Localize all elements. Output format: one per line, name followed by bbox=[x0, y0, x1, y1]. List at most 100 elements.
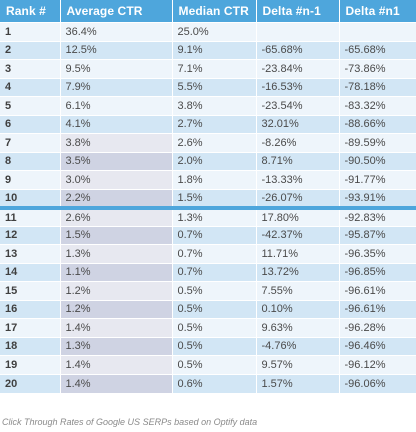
delta-n-minus-1-cell: -23.54% bbox=[256, 96, 340, 115]
rank-cell: 3 bbox=[0, 59, 61, 78]
delta-n1-cell: -92.83% bbox=[339, 205, 416, 226]
average-ctr-cell: 1.3% bbox=[60, 336, 173, 356]
rank-cell: 14 bbox=[0, 262, 61, 282]
median-ctr-cell: 0.7% bbox=[172, 225, 257, 245]
average-ctr-cell: 7.9% bbox=[60, 77, 173, 97]
table-row: 20 1.4% 0.6% 1.57% -96.06% bbox=[0, 373, 416, 393]
rank-cell: 18 bbox=[0, 336, 61, 356]
table-row: 15 1.2% 0.5% 7.55% -96.61% bbox=[0, 281, 416, 300]
table-row: 19 1.4% 0.5% 9.57% -96.12% bbox=[0, 355, 416, 374]
delta-n-minus-1-cell: -8.26% bbox=[256, 133, 340, 152]
header-rank: Rank # bbox=[0, 0, 61, 23]
delta-n1-cell: -88.66% bbox=[339, 114, 416, 134]
median-ctr-cell: 1.3% bbox=[172, 205, 257, 226]
median-ctr-cell: 1.5% bbox=[172, 188, 257, 208]
median-ctr-cell: 5.5% bbox=[172, 77, 257, 97]
delta-n1-cell: -78.18% bbox=[339, 77, 416, 97]
table-row: 14 1.1% 0.7% 13.72% -96.85% bbox=[0, 262, 416, 282]
ctr-table: Rank # Average CTR Median CTR Delta #n-1… bbox=[0, 0, 416, 393]
average-ctr-cell: 1.2% bbox=[60, 281, 173, 300]
average-ctr-cell: 1.1% bbox=[60, 262, 173, 282]
delta-n-minus-1-cell: -4.76% bbox=[256, 336, 340, 356]
delta-n1-cell: -91.77% bbox=[339, 170, 416, 189]
table-row: 6 4.1% 2.7% 32.01% -88.66% bbox=[0, 114, 416, 134]
delta-n1-cell: -96.46% bbox=[339, 336, 416, 356]
median-ctr-cell: 0.5% bbox=[172, 281, 257, 300]
table-row: 2 12.5% 9.1% -65.68% -65.68% bbox=[0, 40, 416, 60]
delta-n1-cell: -96.85% bbox=[339, 262, 416, 282]
table-row: 1 36.4% 25.0% bbox=[0, 22, 416, 41]
median-ctr-cell: 7.1% bbox=[172, 59, 257, 78]
median-ctr-cell: 3.8% bbox=[172, 96, 257, 115]
rank-cell: 7 bbox=[0, 133, 61, 152]
table-row: 17 1.4% 0.5% 9.63% -96.28% bbox=[0, 318, 416, 337]
average-ctr-cell: 3.0% bbox=[60, 170, 173, 189]
average-ctr-cell: 1.5% bbox=[60, 225, 173, 245]
rank-cell: 4 bbox=[0, 77, 61, 97]
delta-n1-cell: -96.06% bbox=[339, 373, 416, 393]
table-row: 9 3.0% 1.8% -13.33% -91.77% bbox=[0, 170, 416, 189]
average-ctr-cell: 3.5% bbox=[60, 151, 173, 171]
rank-cell: 1 bbox=[0, 22, 61, 41]
average-ctr-cell: 1.2% bbox=[60, 299, 173, 319]
average-ctr-cell: 1.4% bbox=[60, 355, 173, 374]
median-ctr-cell: 25.0% bbox=[172, 22, 257, 41]
header-delta-n-minus-1: Delta #n-1 bbox=[256, 0, 340, 23]
delta-n1-cell: -96.35% bbox=[339, 244, 416, 263]
delta-n1-cell: -96.28% bbox=[339, 318, 416, 337]
delta-n-minus-1-cell: 8.71% bbox=[256, 151, 340, 171]
delta-n-minus-1-cell: -16.53% bbox=[256, 77, 340, 97]
rank-cell: 13 bbox=[0, 244, 61, 263]
median-ctr-cell: 2.7% bbox=[172, 114, 257, 134]
rank-cell: 17 bbox=[0, 318, 61, 337]
average-ctr-cell: 4.1% bbox=[60, 114, 173, 134]
header-delta-n1: Delta #n1 bbox=[339, 0, 416, 23]
table-caption: Click Through Rates of Google US SERPs b… bbox=[2, 417, 258, 427]
delta-n1-cell: -65.68% bbox=[339, 40, 416, 60]
delta-n1-cell: -73.86% bbox=[339, 59, 416, 78]
delta-n-minus-1-cell: -65.68% bbox=[256, 40, 340, 60]
table-row: 5 6.1% 3.8% -23.54% -83.32% bbox=[0, 96, 416, 115]
rank-cell: 11 bbox=[0, 205, 61, 226]
rank-cell: 2 bbox=[0, 40, 61, 60]
average-ctr-cell: 9.5% bbox=[60, 59, 173, 78]
median-ctr-cell: 0.5% bbox=[172, 355, 257, 374]
rank-cell: 15 bbox=[0, 281, 61, 300]
delta-n-minus-1-cell: 9.63% bbox=[256, 318, 340, 337]
delta-n-minus-1-cell: 0.10% bbox=[256, 299, 340, 319]
delta-n-minus-1-cell: 7.55% bbox=[256, 281, 340, 300]
delta-n1-cell: -96.61% bbox=[339, 299, 416, 319]
table-row: 10 2.2% 1.5% -26.07% -93.91% bbox=[0, 188, 416, 208]
delta-n-minus-1-cell: 32.01% bbox=[256, 114, 340, 134]
average-ctr-cell: 2.2% bbox=[60, 188, 173, 208]
delta-n-minus-1-cell: 13.72% bbox=[256, 262, 340, 282]
delta-n-minus-1-cell: 11.71% bbox=[256, 244, 340, 263]
table-row: 4 7.9% 5.5% -16.53% -78.18% bbox=[0, 77, 416, 97]
header-median-ctr: Median CTR bbox=[172, 0, 257, 23]
rank-cell: 8 bbox=[0, 151, 61, 171]
rank-cell: 10 bbox=[0, 188, 61, 208]
delta-n1-cell: -96.61% bbox=[339, 281, 416, 300]
delta-n-minus-1-cell: -13.33% bbox=[256, 170, 340, 189]
delta-n-minus-1-cell bbox=[256, 22, 340, 41]
rank-cell: 16 bbox=[0, 299, 61, 319]
table-row: 8 3.5% 2.0% 8.71% -90.50% bbox=[0, 151, 416, 171]
delta-n1-cell: -89.59% bbox=[339, 133, 416, 152]
delta-n-minus-1-cell: -23.84% bbox=[256, 59, 340, 78]
rank-cell: 20 bbox=[0, 373, 61, 393]
median-ctr-cell: 0.7% bbox=[172, 262, 257, 282]
rank-cell: 6 bbox=[0, 114, 61, 134]
table-header-row: Rank # Average CTR Median CTR Delta #n-1… bbox=[0, 0, 416, 23]
delta-n-minus-1-cell: 1.57% bbox=[256, 373, 340, 393]
table-row: 16 1.2% 0.5% 0.10% -96.61% bbox=[0, 299, 416, 319]
rank-cell: 5 bbox=[0, 96, 61, 115]
median-ctr-cell: 0.5% bbox=[172, 299, 257, 319]
median-ctr-cell: 9.1% bbox=[172, 40, 257, 60]
delta-n-minus-1-cell: 17.80% bbox=[256, 205, 340, 226]
delta-n1-cell: -93.91% bbox=[339, 188, 416, 208]
average-ctr-cell: 2.6% bbox=[60, 205, 173, 226]
table-row: 11 2.6% 1.3% 17.80% -92.83% bbox=[0, 205, 416, 226]
delta-n-minus-1-cell: 9.57% bbox=[256, 355, 340, 374]
average-ctr-cell: 36.4% bbox=[60, 22, 173, 41]
delta-n1-cell bbox=[339, 22, 416, 41]
